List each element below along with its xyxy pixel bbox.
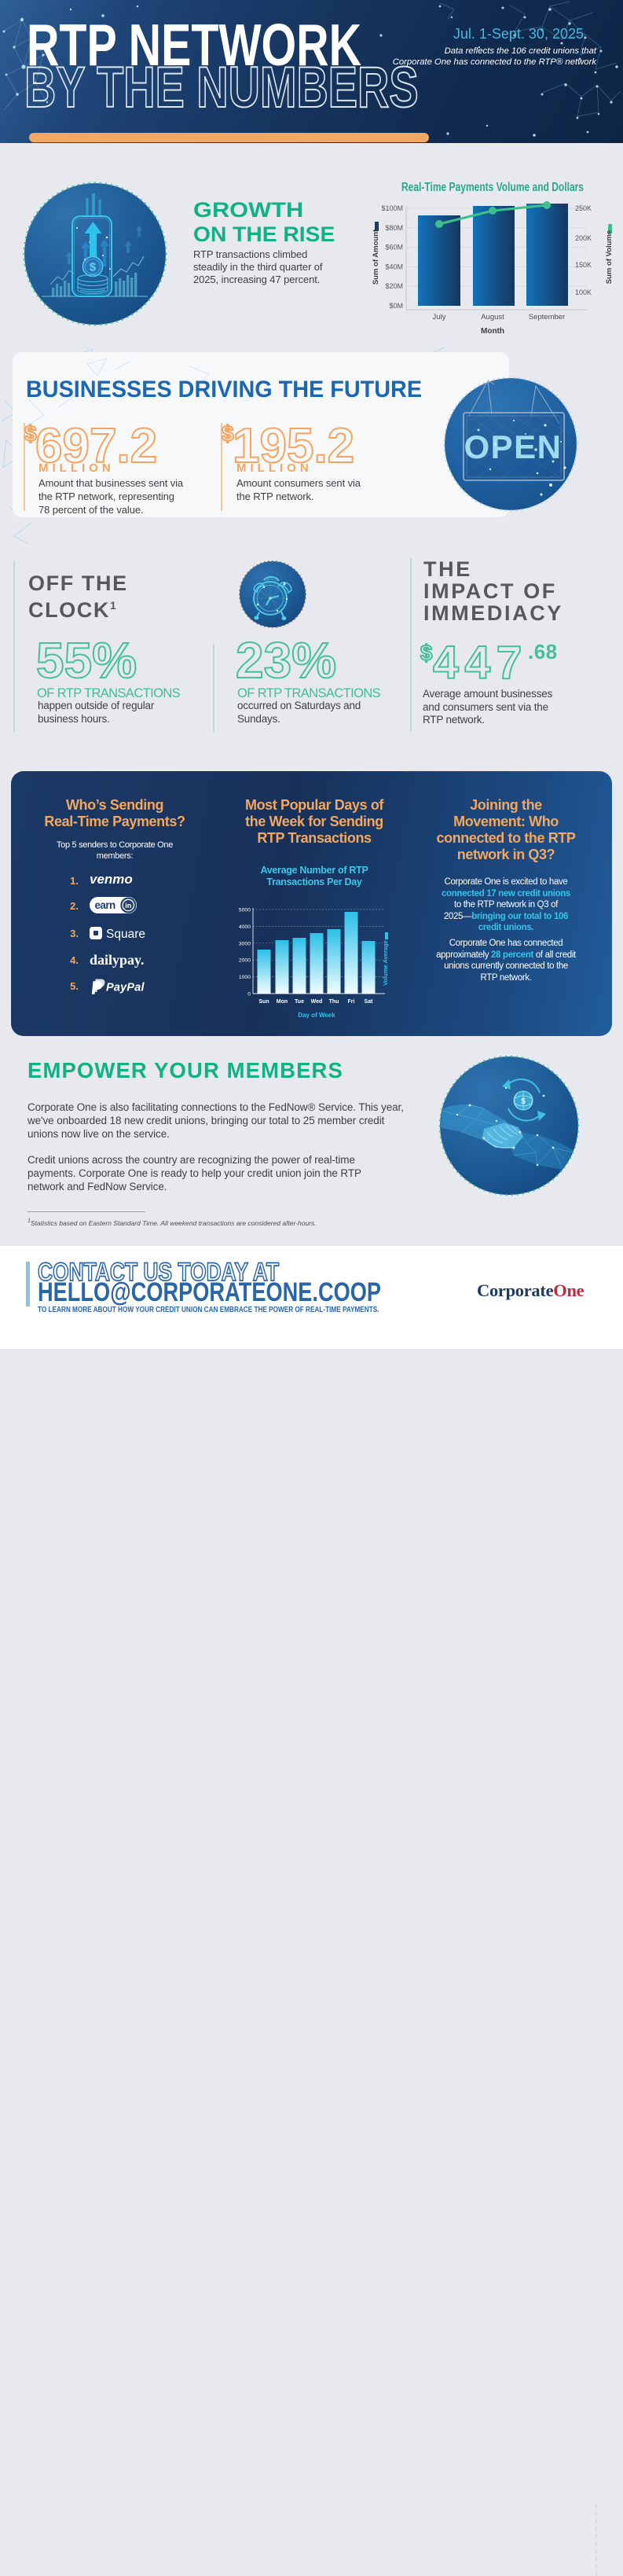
svg-text:Tue: Tue: [295, 999, 304, 1005]
svg-text:$20M: $20M: [385, 282, 403, 290]
svg-text:$40M: $40M: [385, 263, 403, 270]
svg-text:Thu: Thu: [329, 999, 339, 1005]
svg-text:Sat: Sat: [365, 999, 374, 1005]
svg-text:3000: 3000: [239, 941, 251, 946]
svg-text:1000: 1000: [239, 975, 251, 980]
svg-text:Sun: Sun: [258, 999, 269, 1005]
svg-text:Square: Square: [106, 928, 145, 941]
svg-text:200K: 200K: [575, 234, 592, 242]
svg-text:$100M: $100M: [381, 204, 403, 212]
svg-text:$: $: [90, 261, 97, 274]
svg-text:in: in: [125, 902, 131, 910]
svg-text:September: September: [529, 313, 565, 322]
svg-text:Mon: Mon: [277, 999, 288, 1005]
svg-text:$0M: $0M: [389, 302, 403, 310]
svg-text:Sum of Amount: Sum of Amount: [372, 229, 380, 285]
svg-text:100K: 100K: [575, 288, 592, 296]
svg-text:$: $: [521, 1097, 526, 1106]
svg-text:Real-Time Payments Volume and: Real-Time Payments Volume and Dollars: [401, 181, 584, 194]
svg-text:4000: 4000: [239, 924, 251, 930]
svg-text:$80M: $80M: [385, 224, 403, 232]
svg-text:150K: 150K: [575, 261, 592, 269]
svg-text:August: August: [481, 313, 504, 322]
svg-text:2000: 2000: [239, 958, 251, 964]
svg-text:Month: Month: [481, 327, 504, 336]
svg-text:earn: earn: [95, 899, 115, 911]
svg-text:Day of Week: Day of Week: [298, 1012, 335, 1019]
svg-text:0: 0: [247, 992, 251, 998]
svg-text:Sum of Volume: Sum of Volume: [605, 230, 614, 284]
svg-text:$60M: $60M: [385, 244, 403, 252]
svg-text:Wed: Wed: [311, 999, 323, 1005]
svg-text:5000: 5000: [239, 908, 251, 913]
svg-text:250K: 250K: [575, 204, 592, 212]
svg-text:Volume Average: Volume Average: [382, 940, 389, 986]
svg-text:Fri: Fri: [348, 999, 355, 1005]
svg-text:OPEN: OPEN: [464, 428, 562, 465]
svg-text:PayPal: PayPal: [106, 982, 145, 994]
svg-text:July: July: [433, 313, 446, 322]
